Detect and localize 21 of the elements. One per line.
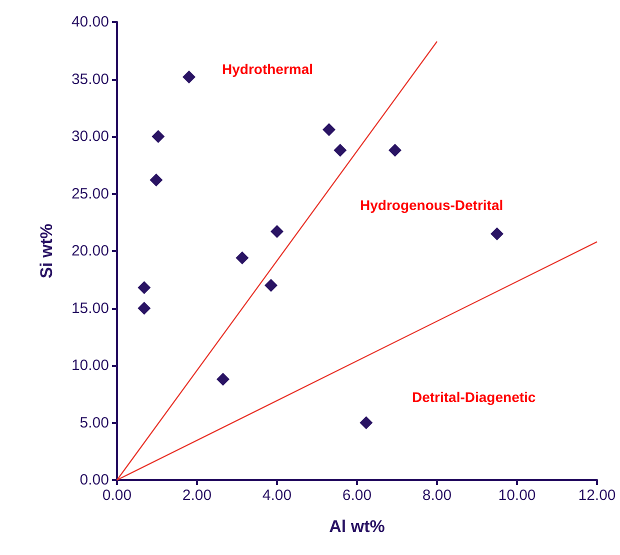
annotation: Hydrothermal — [222, 61, 314, 77]
y-tick-label: 10.00 — [71, 357, 109, 374]
y-tick-label: 25.00 — [71, 185, 109, 202]
x-tick-label: 12.00 — [578, 487, 616, 504]
y-tick-label: 30.00 — [71, 128, 109, 145]
y-tick-label: 20.00 — [71, 242, 109, 260]
y-tick-label: 35.00 — [71, 70, 109, 88]
y-tick-label: 15.00 — [71, 300, 109, 317]
x-tick-label: 2.00 — [182, 487, 212, 504]
y-tick-label: 40.00 — [71, 14, 109, 30]
x-axis-title: Al wt% — [329, 517, 385, 536]
y-tick-label: 5.00 — [80, 414, 109, 432]
x-tick-label: 6.00 — [342, 487, 372, 504]
y-tick-label: 0.00 — [80, 472, 109, 488]
x-tick-label: 8.00 — [422, 487, 452, 504]
x-tick-label: 4.00 — [262, 487, 292, 504]
annotation: Hydrogenous-Detrital — [360, 197, 504, 213]
y-axis-title: Si wt% — [37, 224, 56, 278]
annotation: Detrital-Diagenetic — [412, 389, 536, 405]
x-tick-label: 10.00 — [498, 487, 536, 504]
x-tick-label: 0.00 — [102, 487, 132, 504]
